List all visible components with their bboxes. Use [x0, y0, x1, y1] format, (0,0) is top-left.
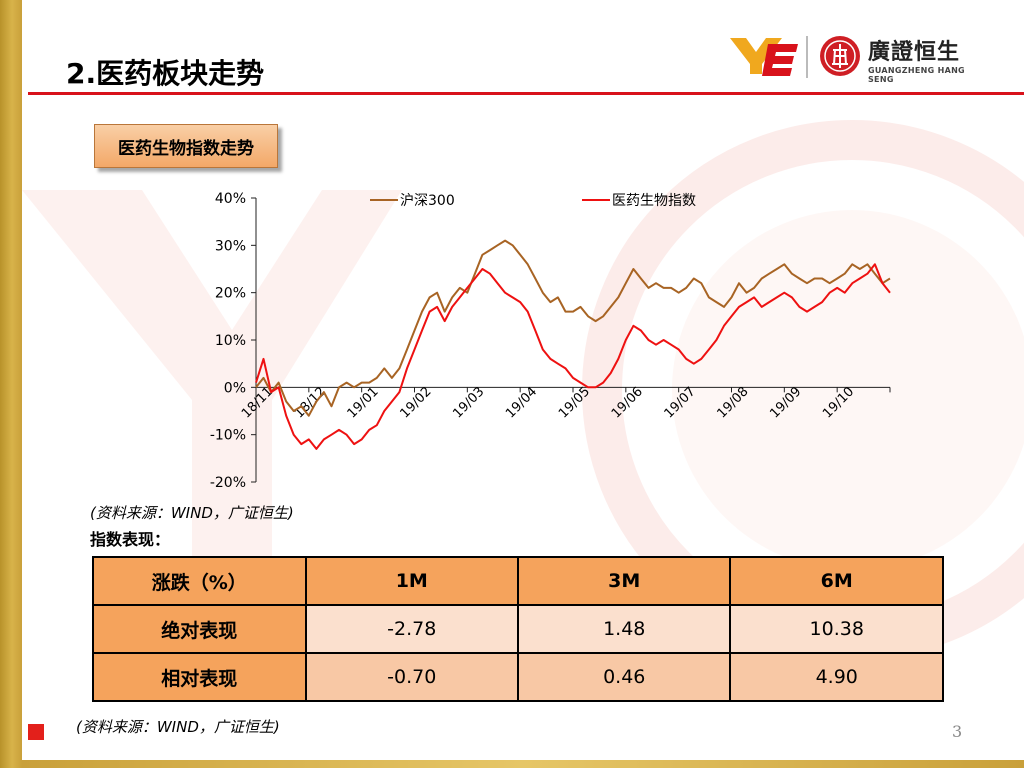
table-source-note: (资料来源：WIND，广证恒生) — [76, 718, 280, 736]
left-gold-bar — [0, 0, 22, 768]
company-logo: 廣證恒生 GUANGZHENG HANG SENG — [728, 32, 978, 84]
legend-label: 沪深300 — [400, 193, 455, 209]
row-label: 相对表现 — [92, 652, 307, 702]
x-tick-label: 19/05 — [556, 384, 593, 421]
x-tick-label: 19/08 — [714, 384, 751, 421]
table-row: 绝对表现 -2.78 1.48 10.38 — [92, 604, 944, 654]
x-tick-label: 18/12 — [292, 384, 329, 421]
logo-separator — [806, 36, 808, 78]
y-tick-label: -10% — [210, 428, 246, 444]
x-tick-label: 19/02 — [397, 384, 434, 421]
series-line — [255, 239, 891, 417]
header-cell: 涨跌（%） — [92, 556, 307, 606]
table-cell: 10.38 — [729, 604, 944, 654]
corner-square — [28, 724, 44, 740]
y-tick-label: -20% — [210, 475, 246, 491]
x-tick-label: 19/09 — [767, 384, 804, 421]
table-cell: 0.46 — [516, 652, 732, 702]
bottom-gold-line — [22, 760, 1024, 768]
ye-logo-icon — [730, 38, 798, 76]
page-number: 3 — [952, 722, 963, 741]
header-cell: 3M — [516, 556, 732, 606]
header-cell: 1M — [304, 556, 520, 606]
seal-icon — [820, 36, 860, 76]
y-tick-label: 30% — [215, 238, 246, 254]
x-tick-label: 19/06 — [609, 384, 646, 421]
performance-table: 涨跌（%） 1M 3M 6M 绝对表现 -2.78 1.48 10.38 相对表… — [92, 556, 944, 702]
table-cell: -2.78 — [304, 604, 520, 654]
table-caption: 指数表现： — [90, 530, 171, 549]
table-cell: 1.48 — [516, 604, 732, 654]
section-label-box: 医药生物指数走势 — [94, 124, 278, 168]
logo-english-name: GUANGZHENG HANG SENG — [868, 66, 965, 84]
x-tick-label: 19/07 — [662, 384, 699, 421]
table-cell: 4.90 — [729, 652, 944, 702]
x-tick-label: 19/03 — [450, 384, 487, 421]
y-tick-label: 20% — [215, 286, 246, 302]
logo-chinese-name: 廣證恒生 — [868, 40, 961, 65]
table-cell: -0.70 — [304, 652, 520, 702]
legend-label: 医药生物指数 — [612, 193, 696, 209]
x-tick-label: 19/01 — [345, 384, 382, 421]
header-cell: 6M — [729, 556, 944, 606]
row-label: 绝对表现 — [92, 604, 307, 654]
y-tick-label: 40% — [215, 191, 246, 207]
title-rule — [28, 92, 1024, 95]
index-trend-chart: 40%30%20%10%0%-10%-20% 18/11 18/12 19/01 19… — [210, 191, 891, 491]
x-tick-label: 19/04 — [503, 384, 540, 421]
y-tick-label: 10% — [215, 333, 246, 349]
y-tick-label: 0% — [224, 380, 246, 396]
series-line — [255, 263, 891, 450]
chart-source-note: (资料来源：WIND，广证恒生) — [90, 504, 294, 522]
table-row: 相对表现 -0.70 0.46 4.90 — [92, 652, 944, 702]
x-tick-label: 19/10 — [820, 384, 857, 421]
table-header-row: 涨跌（%） 1M 3M 6M — [92, 556, 944, 606]
page-title: 2.医药板块走势 — [66, 57, 265, 90]
